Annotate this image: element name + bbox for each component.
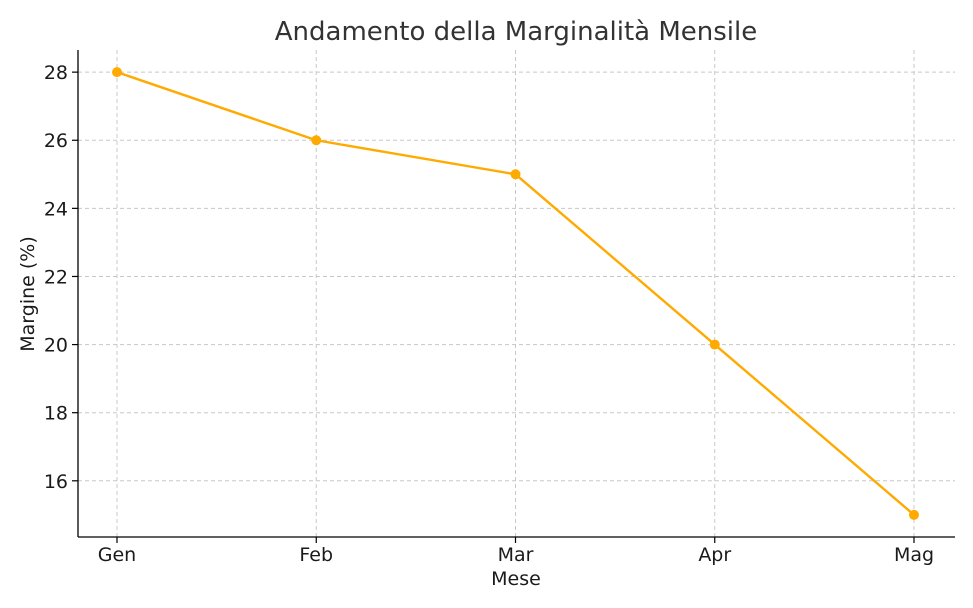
axes — [77, 50, 955, 538]
y-tick-label: 16 — [44, 471, 68, 493]
y-tick-label: 22 — [44, 266, 68, 288]
series-layer — [112, 67, 919, 520]
data-point — [709, 339, 720, 350]
x-tick-label: Gen — [98, 544, 136, 566]
y-tick-label: 18 — [44, 403, 68, 425]
tick-marks — [72, 71, 915, 543]
chart-title: Andamento della Marginalità Mensile — [275, 17, 758, 47]
series-line — [116, 71, 915, 516]
y-tick-label: 24 — [44, 198, 68, 220]
x-tick-label: Apr — [698, 544, 731, 566]
grid-lines — [78, 50, 955, 537]
x-tick-label: Feb — [299, 544, 333, 566]
y-tick-label: 20 — [44, 335, 68, 357]
data-point — [112, 67, 122, 78]
x-axis-title: Mese — [491, 568, 541, 590]
tick-labels: Gen Feb Mar Apr Mag 16 18 20 22 24 26 28 — [44, 62, 934, 566]
y-axis-title: Margine (%) — [17, 236, 39, 352]
x-tick-label: Mar — [498, 544, 534, 566]
x-tick-label: Mag — [894, 544, 934, 566]
data-point — [311, 135, 322, 146]
y-tick-label: 28 — [44, 62, 68, 84]
data-point — [909, 509, 919, 520]
y-tick-label: 26 — [44, 130, 68, 152]
data-point — [510, 169, 521, 180]
